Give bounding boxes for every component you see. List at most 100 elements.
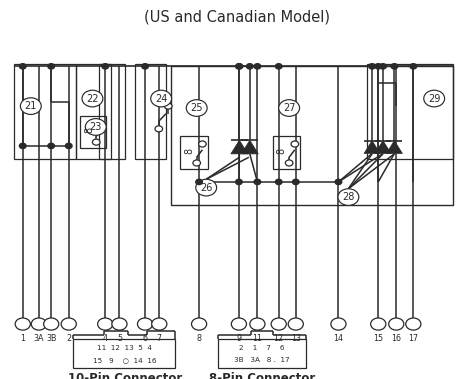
Circle shape — [279, 100, 300, 116]
Text: 14: 14 — [333, 334, 344, 343]
Circle shape — [31, 318, 46, 330]
Circle shape — [102, 64, 109, 69]
Text: 24: 24 — [155, 94, 167, 103]
Text: 17: 17 — [408, 334, 419, 343]
Circle shape — [375, 64, 382, 69]
Text: 26: 26 — [200, 183, 212, 193]
Text: 1: 1 — [20, 334, 25, 343]
Text: 21: 21 — [25, 101, 37, 111]
Text: 6: 6 — [143, 334, 147, 343]
Text: 23: 23 — [90, 122, 102, 132]
Text: 8-Pin Connector: 8-Pin Connector — [209, 372, 315, 379]
Circle shape — [199, 141, 206, 147]
Circle shape — [19, 64, 26, 69]
Text: 8: 8 — [197, 334, 201, 343]
Circle shape — [196, 179, 217, 196]
Circle shape — [254, 64, 261, 69]
Circle shape — [193, 160, 201, 166]
Circle shape — [275, 64, 282, 69]
Circle shape — [389, 318, 404, 330]
Circle shape — [291, 141, 299, 147]
Circle shape — [92, 139, 100, 145]
Circle shape — [285, 160, 293, 166]
Text: 3B   3A   8 .  17: 3B 3A 8 . 17 — [234, 357, 290, 363]
Polygon shape — [241, 140, 258, 154]
Bar — [135, 64, 166, 159]
Circle shape — [98, 318, 113, 330]
Text: 16: 16 — [391, 334, 401, 343]
Circle shape — [92, 120, 100, 126]
Circle shape — [44, 318, 59, 330]
Polygon shape — [231, 140, 248, 154]
Circle shape — [164, 103, 172, 109]
Text: 9: 9 — [237, 334, 241, 343]
Circle shape — [371, 318, 386, 330]
Text: 10-Pin Connector: 10-Pin Connector — [68, 372, 183, 379]
Text: 3B: 3B — [46, 334, 56, 343]
Text: 11: 11 — [252, 334, 263, 343]
Text: 2: 2 — [66, 334, 71, 343]
Text: 12: 12 — [273, 334, 284, 343]
Text: 11  12  13  5  4: 11 12 13 5 4 — [97, 345, 152, 351]
Circle shape — [48, 143, 55, 149]
Circle shape — [338, 189, 359, 205]
Bar — [80, 116, 106, 148]
Text: 4: 4 — [103, 334, 108, 343]
Text: 3A: 3A — [34, 334, 44, 343]
Circle shape — [19, 143, 26, 149]
Circle shape — [151, 90, 172, 107]
Circle shape — [196, 179, 202, 185]
Circle shape — [15, 318, 30, 330]
Circle shape — [137, 318, 153, 330]
Circle shape — [254, 179, 261, 185]
Bar — [367, 64, 453, 159]
Text: 8: 8 — [184, 147, 194, 154]
Text: 2    1    7    6: 2 1 7 6 — [239, 345, 284, 351]
Bar — [273, 136, 300, 169]
Text: 22: 22 — [86, 94, 99, 103]
Text: 27: 27 — [283, 103, 295, 113]
Bar — [180, 136, 208, 169]
Circle shape — [112, 318, 127, 330]
Circle shape — [191, 318, 207, 330]
Circle shape — [142, 64, 148, 69]
Bar — [99, 64, 125, 159]
Circle shape — [391, 64, 398, 69]
Circle shape — [231, 318, 246, 330]
Circle shape — [406, 318, 421, 330]
Text: 25: 25 — [191, 103, 203, 113]
Circle shape — [48, 64, 55, 69]
Circle shape — [424, 90, 445, 107]
Bar — [73, 339, 175, 368]
Circle shape — [236, 64, 242, 69]
Circle shape — [292, 179, 299, 185]
Circle shape — [61, 318, 76, 330]
Polygon shape — [386, 141, 402, 153]
Circle shape — [152, 318, 167, 330]
Text: 15: 15 — [373, 334, 383, 343]
Text: 5: 5 — [117, 334, 122, 343]
Circle shape — [155, 126, 163, 132]
Circle shape — [380, 64, 386, 69]
Bar — [171, 66, 453, 205]
Text: 8: 8 — [276, 147, 286, 154]
Circle shape — [65, 143, 72, 149]
Text: 28: 28 — [342, 192, 355, 202]
Circle shape — [236, 179, 242, 185]
Bar — [14, 64, 76, 159]
Circle shape — [20, 98, 41, 114]
Circle shape — [250, 318, 265, 330]
Circle shape — [236, 64, 243, 69]
Circle shape — [331, 318, 346, 330]
Circle shape — [246, 64, 253, 69]
Circle shape — [288, 318, 303, 330]
Text: 13: 13 — [291, 334, 301, 343]
Circle shape — [186, 100, 207, 116]
Circle shape — [410, 64, 417, 69]
Bar — [218, 339, 306, 368]
Circle shape — [85, 119, 106, 135]
Text: 15   9    ○  14  16: 15 9 ○ 14 16 — [93, 357, 156, 363]
Bar — [76, 64, 111, 159]
Text: 29: 29 — [428, 94, 440, 103]
Text: 7: 7 — [157, 334, 162, 343]
